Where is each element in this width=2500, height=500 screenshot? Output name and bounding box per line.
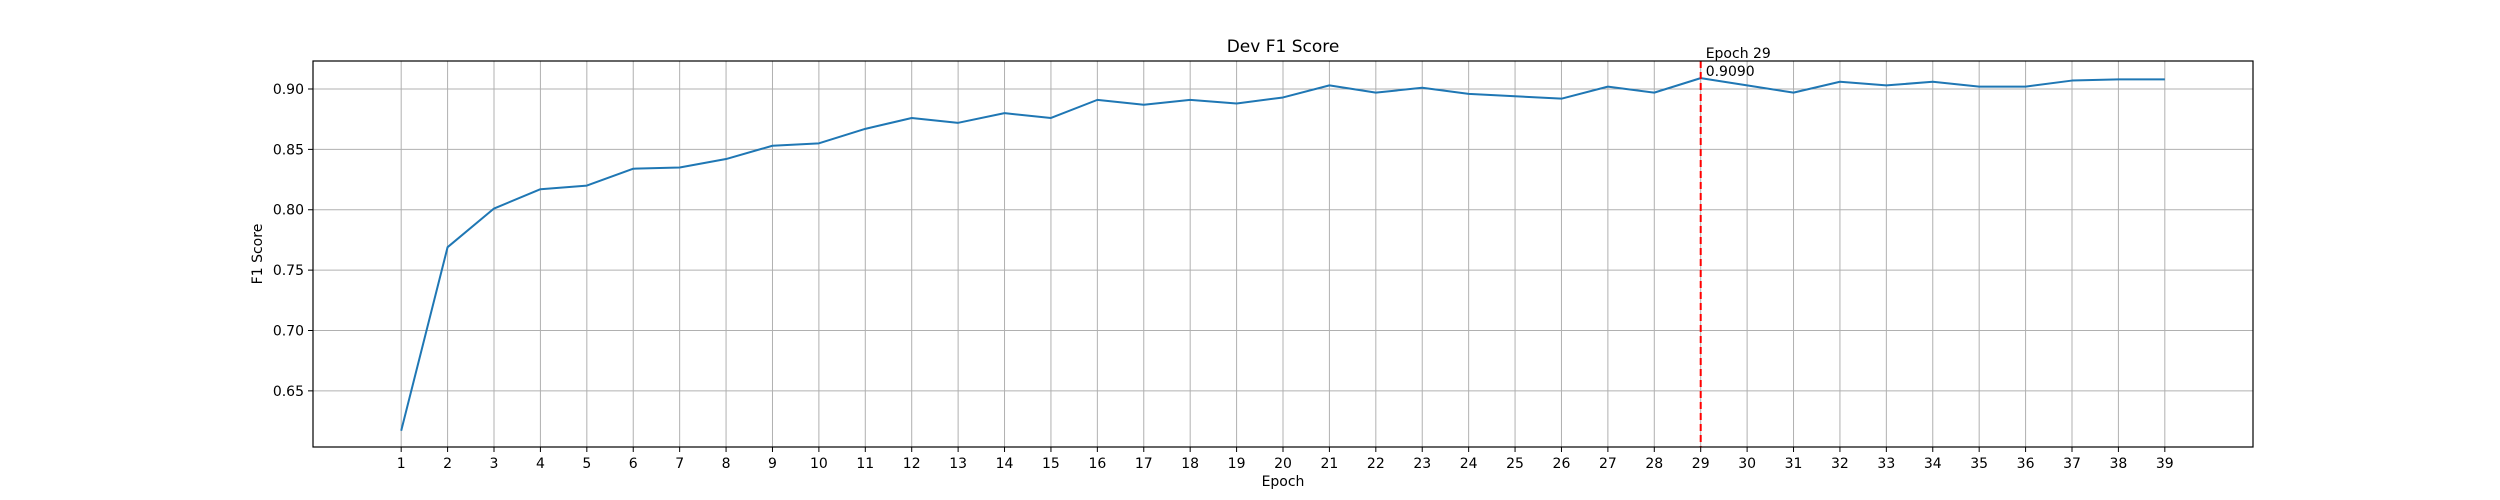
x-tick-label: 21 (1320, 456, 1338, 472)
y-tick-label: 0.65 (273, 384, 304, 400)
x-tick-label: 7 (675, 456, 684, 472)
x-axis-label: Epoch (1262, 474, 1305, 490)
best-epoch-label: Epoch 29 (1706, 46, 1771, 62)
x-tick-label: 5 (582, 456, 591, 472)
x-tick-label: 34 (1924, 456, 1942, 472)
grid-lines (313, 61, 2253, 447)
x-tick-label: 2 (443, 456, 452, 472)
x-tick-label: 3 (490, 456, 499, 472)
x-tick-label: 22 (1367, 456, 1385, 472)
y-axis-ticks: 0.65 0.70 0.75 0.80 0.85 0.90 (273, 82, 313, 400)
x-tick-label: 17 (1135, 456, 1153, 472)
x-tick-label: 4 (536, 456, 545, 472)
chart-marks (400, 61, 2165, 447)
x-tick-label: 31 (1785, 456, 1803, 472)
x-tick-label: 9 (768, 456, 777, 472)
x-tick-label: 20 (1274, 456, 1292, 472)
x-tick-label: 6 (629, 456, 638, 472)
x-tick-label: 32 (1831, 456, 1849, 472)
x-tick-label: 36 (2017, 456, 2035, 472)
y-axis-label: F1 Score (250, 224, 266, 285)
x-tick-label: 15 (1042, 456, 1060, 472)
x-tick-label: 38 (2109, 456, 2127, 472)
x-tick-label: 27 (1599, 456, 1617, 472)
x-tick-label: 11 (856, 456, 874, 472)
f1-score-series-line (400, 77, 2165, 431)
x-tick-label: 18 (1181, 456, 1199, 472)
best-f1-value-label: 0.9090 (1706, 64, 1755, 80)
best-epoch-annotation: Epoch 29 0.9090 (1706, 46, 1771, 80)
x-tick-label: 30 (1738, 456, 1756, 472)
x-tick-label: 13 (949, 456, 967, 472)
x-tick-label: 26 (1553, 456, 1571, 472)
y-tick-label: 0.90 (273, 82, 304, 98)
x-tick-label: 28 (1645, 456, 1663, 472)
x-tick-label: 1 (397, 456, 406, 472)
x-tick-label: 23 (1413, 456, 1431, 472)
y-tick-label: 0.75 (273, 263, 304, 279)
x-tick-label: 33 (1877, 456, 1895, 472)
x-tick-label: 39 (2156, 456, 2174, 472)
x-tick-label: 12 (903, 456, 921, 472)
y-tick-label: 0.70 (273, 323, 304, 339)
x-tick-label: 24 (1460, 456, 1478, 472)
x-tick-label: 16 (1088, 456, 1106, 472)
x-tick-label: 35 (1970, 456, 1988, 472)
x-tick-label: 25 (1506, 456, 1524, 472)
x-tick-label: 37 (2063, 456, 2081, 472)
x-tick-label: 8 (722, 456, 731, 472)
x-tick-label: 14 (996, 456, 1014, 472)
x-axis-ticks: 1 2 3 4 5 6 7 8 9 10 11 12 13 14 15 16 17 18 19 20 21 22 23 24 2… (397, 447, 2174, 472)
x-tick-label: 10 (810, 456, 828, 472)
chart-title: Dev F1 Score (1227, 37, 1340, 57)
x-tick-label: 29 (1692, 456, 1710, 472)
y-tick-label: 0.80 (273, 203, 304, 219)
x-tick-label: 19 (1228, 456, 1246, 472)
y-tick-label: 0.85 (273, 142, 304, 158)
